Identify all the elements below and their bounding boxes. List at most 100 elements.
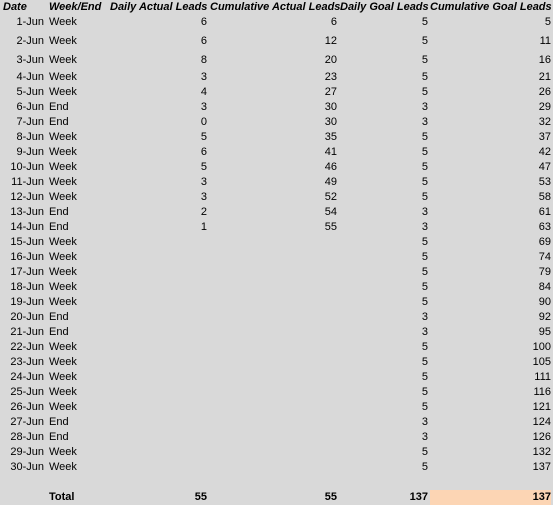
row-cumulative-actual[interactable] xyxy=(210,310,337,325)
row-date[interactable]: 19-Jun xyxy=(10,296,44,308)
row-cumulative-actual[interactable] xyxy=(210,415,337,430)
row-cumulative-goal[interactable]: 29 xyxy=(538,101,551,113)
row-week-end[interactable]: Week xyxy=(49,386,77,398)
row-date[interactable]: 21-Jun xyxy=(10,326,44,338)
row-date[interactable]: 24-Jun xyxy=(10,371,44,383)
row-week-end[interactable]: Week xyxy=(49,16,77,28)
row-daily-actual[interactable] xyxy=(110,355,207,370)
row-week-end[interactable]: Week xyxy=(49,371,77,383)
total-label[interactable]: Total xyxy=(49,491,75,503)
row-date[interactable]: 9-Jun xyxy=(16,146,44,158)
row-daily-goal[interactable]: 5 xyxy=(421,281,428,293)
row-daily-actual[interactable]: 6 xyxy=(200,35,207,47)
row-cumulative-actual[interactable]: 41 xyxy=(324,146,337,158)
row-week-end[interactable]: Week xyxy=(49,146,77,158)
row-cumulative-goal[interactable]: 84 xyxy=(538,281,551,293)
row-date[interactable]: 17-Jun xyxy=(10,266,44,278)
row-cumulative-actual[interactable]: 46 xyxy=(324,161,337,173)
row-daily-actual[interactable] xyxy=(110,370,207,385)
row-cumulative-goal[interactable]: 105 xyxy=(532,356,551,368)
row-cumulative-goal[interactable]: 63 xyxy=(538,221,551,233)
row-date[interactable]: 16-Jun xyxy=(10,251,44,263)
row-cumulative-actual[interactable] xyxy=(210,460,337,475)
row-week-end[interactable]: Week xyxy=(49,341,77,353)
row-cumulative-actual[interactable] xyxy=(210,370,337,385)
header-cumulative-goal-leads[interactable]: Cumulative Goal Leads xyxy=(430,1,552,13)
row-date[interactable]: 1-Jun xyxy=(16,16,44,28)
row-date[interactable]: 23-Jun xyxy=(10,356,44,368)
row-date[interactable]: 26-Jun xyxy=(10,401,44,413)
row-week-end[interactable]: End xyxy=(49,116,69,128)
row-week-end[interactable]: End xyxy=(49,326,69,338)
row-cumulative-actual[interactable]: 6 xyxy=(330,16,337,28)
row-date[interactable]: 10-Jun xyxy=(10,161,44,173)
row-daily-actual[interactable] xyxy=(110,235,207,250)
row-daily-actual[interactable] xyxy=(110,325,207,340)
row-date[interactable]: 3-Jun xyxy=(16,54,44,66)
row-date[interactable]: 14-Jun xyxy=(10,221,44,233)
row-week-end[interactable]: End xyxy=(49,311,69,323)
row-daily-goal[interactable]: 5 xyxy=(421,446,428,458)
row-cumulative-goal[interactable]: 16 xyxy=(538,54,551,66)
row-week-end[interactable]: Week xyxy=(49,191,77,203)
row-cumulative-goal[interactable]: 61 xyxy=(538,206,551,218)
row-cumulative-actual[interactable]: 35 xyxy=(324,131,337,143)
row-daily-goal[interactable]: 5 xyxy=(421,371,428,383)
row-daily-goal[interactable]: 5 xyxy=(421,341,428,353)
row-daily-actual[interactable]: 6 xyxy=(200,146,207,158)
row-cumulative-actual[interactable]: 54 xyxy=(324,206,337,218)
row-week-end[interactable]: Week xyxy=(49,251,77,263)
row-daily-goal[interactable]: 3 xyxy=(421,311,428,323)
row-daily-actual[interactable]: 4 xyxy=(200,86,207,98)
row-cumulative-actual[interactable] xyxy=(210,265,337,280)
row-daily-goal[interactable]: 5 xyxy=(421,71,428,83)
row-daily-goal[interactable]: 5 xyxy=(421,386,428,398)
row-cumulative-goal[interactable]: 126 xyxy=(532,431,551,443)
row-date[interactable]: 28-Jun xyxy=(10,431,44,443)
row-week-end[interactable]: End xyxy=(49,431,69,443)
row-daily-goal[interactable]: 3 xyxy=(421,221,428,233)
row-cumulative-goal[interactable]: 79 xyxy=(538,266,551,278)
row-daily-goal[interactable]: 5 xyxy=(421,461,428,473)
row-week-end[interactable]: Week xyxy=(49,401,77,413)
header-daily-goal-leads[interactable]: Daily Goal Leads xyxy=(340,1,429,13)
row-daily-goal[interactable]: 5 xyxy=(421,86,428,98)
row-week-end[interactable]: Week xyxy=(49,131,77,143)
row-cumulative-goal[interactable]: 92 xyxy=(538,311,551,323)
row-daily-actual[interactable]: 1 xyxy=(200,221,207,233)
row-cumulative-actual[interactable]: 27 xyxy=(324,86,337,98)
row-cumulative-goal[interactable]: 26 xyxy=(538,86,551,98)
row-daily-actual[interactable]: 3 xyxy=(200,71,207,83)
row-cumulative-goal[interactable]: 47 xyxy=(538,161,551,173)
row-daily-goal[interactable]: 5 xyxy=(421,131,428,143)
row-cumulative-actual[interactable]: 55 xyxy=(324,221,337,233)
row-cumulative-actual[interactable]: 52 xyxy=(324,191,337,203)
row-date[interactable]: 29-Jun xyxy=(10,446,44,458)
row-cumulative-goal[interactable]: 124 xyxy=(532,416,551,428)
row-cumulative-actual[interactable]: 12 xyxy=(324,35,337,47)
row-daily-goal[interactable]: 5 xyxy=(421,251,428,263)
row-daily-actual[interactable] xyxy=(110,415,207,430)
row-week-end[interactable]: Week xyxy=(49,54,77,66)
row-cumulative-goal[interactable]: 121 xyxy=(532,401,551,413)
row-cumulative-actual[interactable] xyxy=(210,400,337,415)
row-daily-actual[interactable] xyxy=(110,460,207,475)
row-daily-actual[interactable] xyxy=(110,310,207,325)
row-date[interactable]: 30-Jun xyxy=(10,461,44,473)
row-daily-goal[interactable]: 5 xyxy=(421,191,428,203)
row-cumulative-goal[interactable]: 116 xyxy=(533,386,551,398)
row-week-end[interactable]: Week xyxy=(49,71,77,83)
row-week-end[interactable]: Week xyxy=(49,356,77,368)
row-date[interactable]: 25-Jun xyxy=(10,386,44,398)
row-cumulative-goal[interactable]: 53 xyxy=(538,176,551,188)
row-daily-actual[interactable] xyxy=(110,430,207,445)
row-cumulative-goal[interactable]: 42 xyxy=(538,146,551,158)
row-daily-actual[interactable]: 3 xyxy=(200,176,207,188)
row-daily-actual[interactable]: 6 xyxy=(200,16,207,28)
row-cumulative-actual[interactable]: 49 xyxy=(324,176,337,188)
row-date[interactable]: 7-Jun xyxy=(16,116,44,128)
row-cumulative-actual[interactable] xyxy=(210,325,337,340)
row-week-end[interactable]: Week xyxy=(49,35,77,47)
row-week-end[interactable]: Week xyxy=(49,236,77,248)
row-date[interactable]: 11-Jun xyxy=(11,176,44,188)
